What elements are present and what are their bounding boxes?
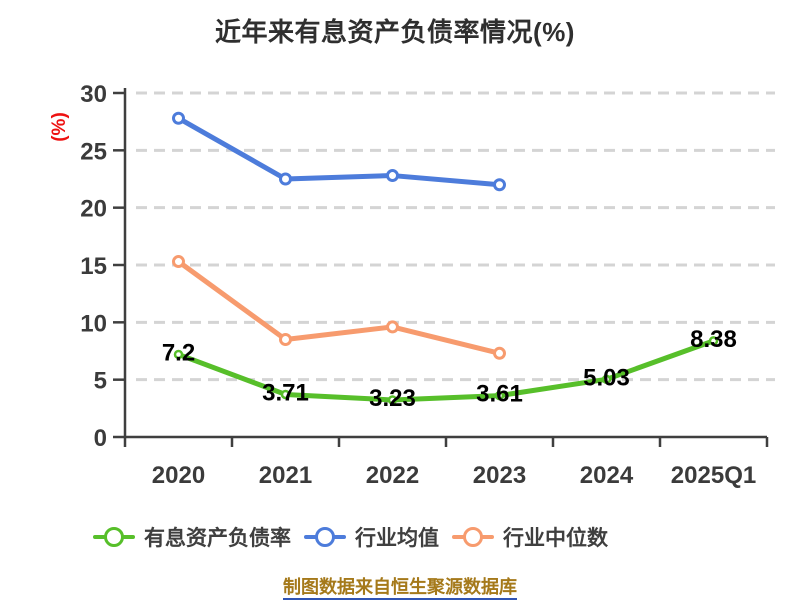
legend-label: 行业均值 — [355, 527, 439, 550]
data-point-marker — [493, 178, 506, 192]
x-tick-label: 2023 — [473, 462, 526, 489]
legend-marker-green-line-icon — [93, 527, 135, 547]
series-line-2 — [176, 259, 502, 356]
chart-legend: 有息资产负债率 行业均值 行业中位数 — [93, 522, 608, 552]
value-label: 8.38 — [690, 326, 737, 353]
y-tick-label: 5 — [94, 368, 107, 395]
legend-label: 行业中位数 — [503, 527, 608, 550]
y-tick-label: 20 — [80, 196, 107, 223]
legend-marker-blue-line-icon — [304, 527, 346, 547]
legend-item-industry-median: 行业中位数 — [452, 522, 608, 552]
data-point-marker — [387, 395, 398, 405]
legend-item-debt-ratio: 有息资产负债率 — [93, 522, 291, 552]
chart-title: 近年来有息资产负债率情况(%) — [215, 17, 575, 47]
data-point-marker — [173, 349, 184, 360]
value-label: 3.71 — [262, 379, 309, 406]
series-line-0 — [176, 338, 716, 403]
data-point-marker — [279, 333, 292, 347]
data-point-marker — [493, 346, 506, 360]
data-point-marker — [494, 390, 505, 401]
data-point-marker — [386, 169, 399, 183]
data-point-marker — [172, 111, 185, 125]
x-tick-label: 2020 — [152, 462, 205, 489]
value-label: 3.61 — [476, 381, 523, 408]
data-point-marker — [386, 320, 399, 334]
x-tick-label: 2025Q1 — [671, 462, 756, 489]
data-point-marker — [172, 255, 185, 269]
footer-data-source: 制图数据来自恒生聚源数据库 — [283, 577, 517, 600]
data-point-marker — [708, 336, 719, 346]
y-tick-label: 10 — [80, 310, 107, 337]
data-point-marker — [280, 389, 291, 400]
y-tick-label: 30 — [80, 81, 107, 108]
x-tick-label: 2024 — [580, 462, 634, 489]
y-tick-label: 15 — [80, 253, 107, 280]
legend-label: 有息资产负债率 — [144, 527, 291, 550]
line-chart-plot-area: 0 5 10 15 20 25 30 2020 2021 2022 2023 2024 2025Q1 7.… — [80, 81, 775, 489]
legend-item-industry-mean: 行业均值 — [304, 522, 439, 552]
x-tick-label: 2022 — [366, 462, 419, 489]
value-label: 3.23 — [369, 385, 416, 412]
series-line-1 — [176, 115, 502, 188]
x-tick-label: 2021 — [259, 462, 312, 489]
value-label: 7.2 — [162, 339, 195, 366]
value-label: 5.03 — [583, 364, 630, 391]
y-tick-label: 25 — [80, 138, 107, 165]
legend-marker-orange-line-icon — [452, 527, 494, 547]
data-point-marker — [279, 172, 292, 186]
data-point-marker — [601, 374, 612, 385]
y-tick-label: 0 — [94, 425, 107, 452]
